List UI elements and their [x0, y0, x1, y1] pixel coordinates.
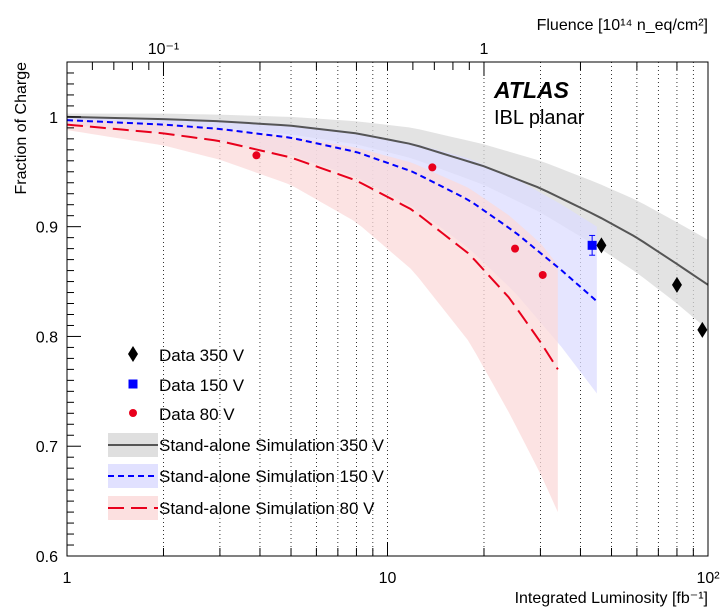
- x-axis-title: Integrated Luminosity [fb⁻¹]: [515, 590, 708, 607]
- legend-label: Data 150 V: [159, 376, 245, 395]
- data-point-diamond: [596, 237, 607, 254]
- curve-solid: [67, 115, 708, 286]
- x-tick-label: 10²: [696, 570, 720, 587]
- legend-label: Data 80 V: [159, 405, 235, 424]
- y-tick-label: 0.9: [36, 220, 58, 237]
- data-point-circle: [511, 244, 520, 253]
- y-tick-label: 0.7: [36, 439, 58, 456]
- data-point-diamond: [697, 321, 708, 338]
- y-tick-label: 0.8: [36, 329, 58, 346]
- x-tick-label: 10: [379, 570, 397, 587]
- simulation-curves: [67, 115, 708, 370]
- legend: Data 350 V Data 150 V Data 80 V Stand-alone…: [108, 346, 385, 520]
- data-point-diamond: [671, 276, 682, 293]
- curve-long-dashed: [67, 123, 559, 370]
- experiment-label: ATLAS: [493, 77, 570, 103]
- data-point-square: [587, 240, 597, 250]
- top-axis-title: Fluence [10¹⁴ n_eq/cm²]: [537, 17, 708, 34]
- data-point-circle: [428, 163, 437, 172]
- legend-marker-circle: [129, 409, 137, 417]
- legend-label: Stand-alone Simulation 150 V: [159, 467, 385, 486]
- curve-dashed: [67, 119, 598, 303]
- y-axis-title: Fraction of Charge: [13, 62, 30, 195]
- legend-label: Stand-alone Simulation 80 V: [159, 499, 375, 518]
- legend-marker-diamond: [128, 346, 138, 362]
- data-point-circle: [538, 270, 547, 279]
- axis-ticks: [66, 61, 709, 557]
- x-tick-label: 1: [63, 570, 72, 587]
- data-point-circle: [252, 151, 261, 160]
- detector-label: IBL planar: [494, 107, 585, 129]
- band-long-dashed: [67, 119, 558, 513]
- top-tick-label: 10⁻¹: [148, 41, 180, 58]
- top-tick-label: 1: [480, 41, 489, 58]
- tick-labels: 1 10 10² 0.6 0.7 0.8 0.9 1 10⁻¹ 1: [36, 41, 720, 587]
- uncertainty-bands: [67, 113, 708, 513]
- y-tick-label: 0.6: [36, 549, 58, 566]
- legend-marker-square: [128, 379, 138, 389]
- data-points: [252, 151, 708, 338]
- band-solid: [67, 113, 708, 330]
- y-tick-label: 1: [49, 110, 58, 127]
- legend-label: Stand-alone Simulation 350 V: [159, 436, 385, 455]
- legend-label: Data 350 V: [159, 346, 245, 365]
